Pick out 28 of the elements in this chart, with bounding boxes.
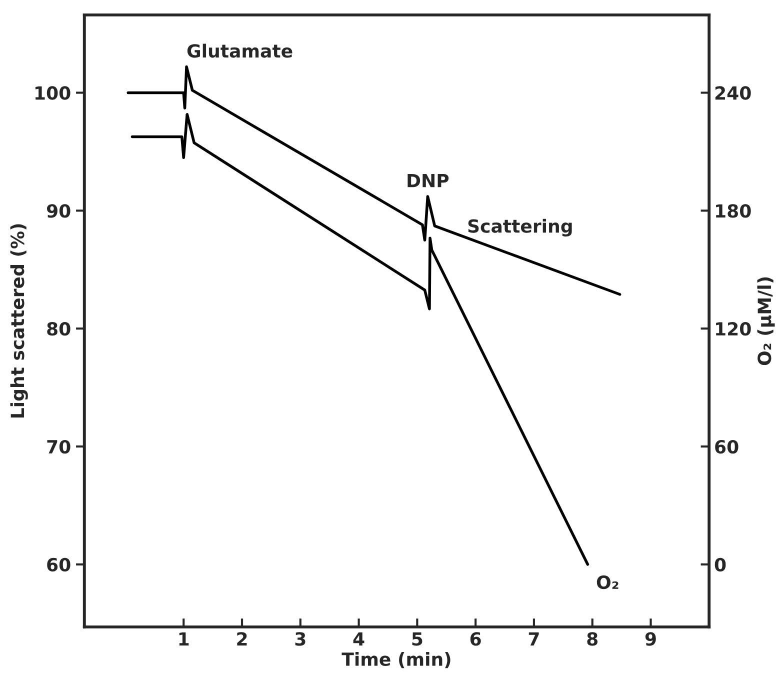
x-tick-label: 1 (179, 632, 189, 646)
y2-tick-label: 180 (716, 204, 751, 218)
x-tick-label: 4 (353, 632, 364, 646)
y-tick-label: 70 (47, 440, 70, 454)
annotation: DNP (408, 174, 449, 188)
series-label: Scattering (468, 218, 572, 237)
x-tick-label: 6 (470, 632, 481, 646)
y2-tick-label: 60 (715, 440, 738, 454)
annotation: Glutamate (187, 44, 292, 58)
y2-tick-label: 0 (714, 558, 726, 572)
y-tick-label: 90 (46, 204, 70, 218)
x-tick-label: 2 (237, 632, 247, 646)
y-tick-label: 60 (47, 558, 70, 572)
y2-tick-label: 240 (715, 86, 751, 100)
y-tick-label: 100 (36, 86, 70, 100)
x-tick-label: 9 (645, 632, 656, 646)
x-tick-label: 5 (412, 632, 422, 646)
series-label: O₂ (596, 575, 618, 590)
y-axis-title: Light scattered (%) (10, 224, 28, 418)
line-series (130, 112, 590, 566)
x-axis-title: Time (min) (342, 652, 450, 668)
x-tick-label: 7 (528, 632, 539, 646)
line-series (126, 65, 622, 296)
x-tick-label: 3 (295, 632, 306, 646)
y2-tick-label: 120 (716, 322, 751, 336)
y2-axis-title: O₂ (μM/l) (757, 277, 775, 366)
x-tick-label: 8 (587, 632, 598, 646)
y-tick-label: 80 (47, 322, 70, 336)
